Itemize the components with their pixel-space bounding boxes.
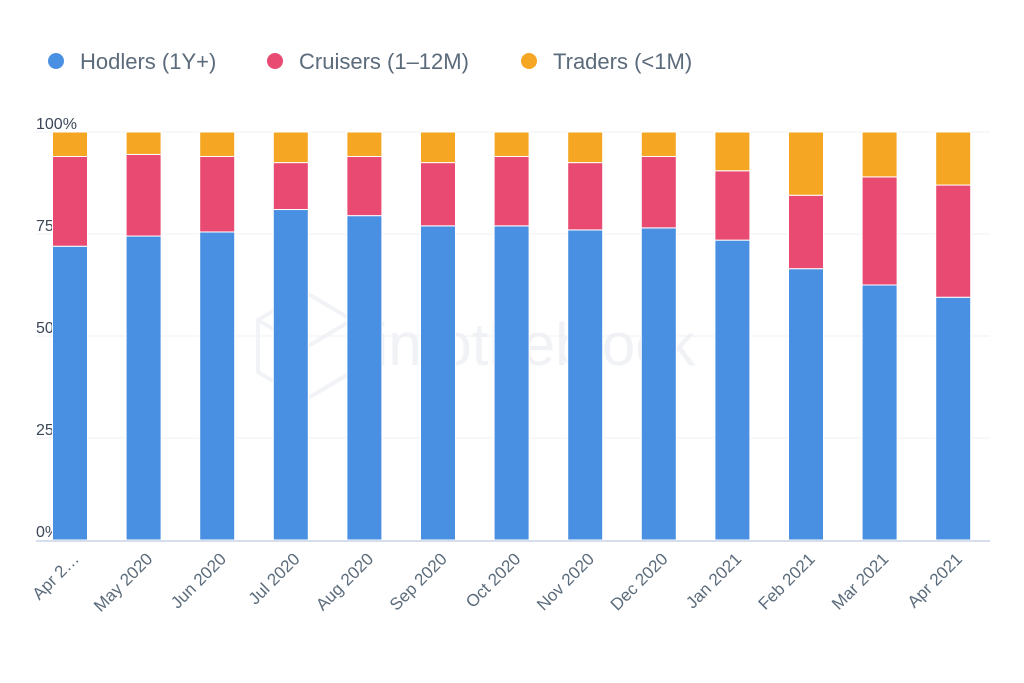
bar-segment[interactable]	[125, 131, 162, 155]
x-tick-label: Dec 2020	[607, 549, 672, 614]
legend-marker	[48, 53, 64, 69]
bar-segment[interactable]	[640, 131, 677, 157]
bar-stack[interactable]	[125, 131, 162, 541]
bar-segment[interactable]	[199, 131, 236, 157]
bar-segment[interactable]	[52, 245, 88, 541]
bars	[52, 131, 972, 541]
x-tick-label: Jan 2021	[682, 549, 745, 612]
bar-segment[interactable]	[935, 131, 972, 186]
bar-segment[interactable]	[567, 229, 604, 541]
bar-segment[interactable]	[640, 227, 677, 541]
bar-segment[interactable]	[861, 176, 898, 286]
bar-segment[interactable]	[52, 155, 88, 247]
bar-segment[interactable]	[714, 239, 751, 541]
bar-stack[interactable]	[420, 131, 456, 541]
legend-marker	[521, 53, 537, 69]
bar-segment[interactable]	[493, 155, 530, 227]
x-tick-label: Feb 2021	[755, 549, 819, 613]
bar-stack[interactable]	[714, 131, 751, 541]
bar-segment[interactable]	[420, 131, 456, 164]
bar-segment[interactable]	[346, 215, 383, 541]
bar-segment[interactable]	[714, 170, 751, 241]
legend-item[interactable]: Cruisers (1–12M)	[267, 49, 469, 74]
bar-segment[interactable]	[788, 131, 824, 196]
x-tick-label: May 2020	[90, 549, 156, 615]
bar-segment[interactable]	[788, 268, 824, 541]
x-tick-label: Jul 2020	[245, 549, 304, 608]
x-tick-label: Mar 2021	[828, 549, 892, 613]
x-tick-label: Apr 2021	[904, 549, 966, 611]
bar-segment[interactable]	[52, 131, 88, 157]
bar-stack[interactable]	[935, 131, 972, 541]
bar-stack[interactable]	[640, 131, 677, 541]
bar-segment[interactable]	[272, 131, 309, 164]
bar-segment[interactable]	[199, 155, 236, 233]
bar-stack[interactable]	[346, 131, 383, 541]
y-tick-label: 100%	[36, 116, 77, 133]
bar-segment[interactable]	[567, 131, 604, 164]
legend-label: Hodlers (1Y+)	[80, 49, 216, 74]
x-tick-label: Jun 2020	[167, 549, 230, 612]
bar-stack[interactable]	[861, 131, 898, 541]
bar-segment[interactable]	[640, 155, 677, 229]
bar-stack[interactable]	[567, 131, 604, 541]
bar-segment[interactable]	[567, 162, 604, 231]
bar-segment[interactable]	[125, 153, 162, 237]
x-tick-label: Nov 2020	[533, 549, 598, 614]
bar-segment[interactable]	[272, 162, 309, 211]
bar-segment[interactable]	[272, 209, 309, 541]
chart-legend: Hodlers (1Y+) Cruisers (1–12M) Traders (<1…	[48, 49, 692, 74]
bar-stack[interactable]	[788, 131, 824, 541]
bar-segment[interactable]	[861, 284, 898, 541]
bar-segment[interactable]	[420, 225, 456, 541]
bar-segment[interactable]	[935, 296, 972, 541]
x-tick-label: Sep 2020	[386, 549, 451, 614]
legend-label: Cruisers (1–12M)	[299, 49, 469, 74]
legend-item[interactable]: Traders (<1M)	[521, 49, 692, 74]
legend-label: Traders (<1M)	[553, 49, 692, 74]
bar-segment[interactable]	[420, 162, 456, 227]
watermark-logo: intotheblock	[256, 289, 696, 403]
bar-segment[interactable]	[861, 131, 898, 178]
x-tick-label: Apr 2…	[29, 549, 83, 603]
bar-segment[interactable]	[199, 231, 236, 541]
bar-stack[interactable]	[272, 131, 309, 541]
bar-segment[interactable]	[493, 131, 530, 157]
legend-item[interactable]: Hodlers (1Y+)	[48, 49, 216, 74]
bar-stack[interactable]	[493, 131, 530, 541]
bar-segment[interactable]	[125, 235, 162, 541]
bar-segment[interactable]	[493, 225, 530, 541]
bar-stack[interactable]	[199, 131, 236, 541]
bar-segment[interactable]	[346, 155, 383, 217]
x-axis-ticks: Apr 2… May 2020 Jun 2020 Jul 2020 Aug 2020 Se…	[29, 549, 966, 615]
bar-stack[interactable]	[52, 131, 88, 541]
x-tick-label: Oct 2020	[462, 549, 524, 611]
bar-segment[interactable]	[346, 131, 383, 157]
legend-marker	[267, 53, 283, 69]
bar-segment[interactable]	[788, 194, 824, 270]
x-tick-label: Aug 2020	[312, 549, 377, 614]
bar-segment[interactable]	[935, 184, 972, 298]
bar-segment[interactable]	[714, 131, 751, 172]
